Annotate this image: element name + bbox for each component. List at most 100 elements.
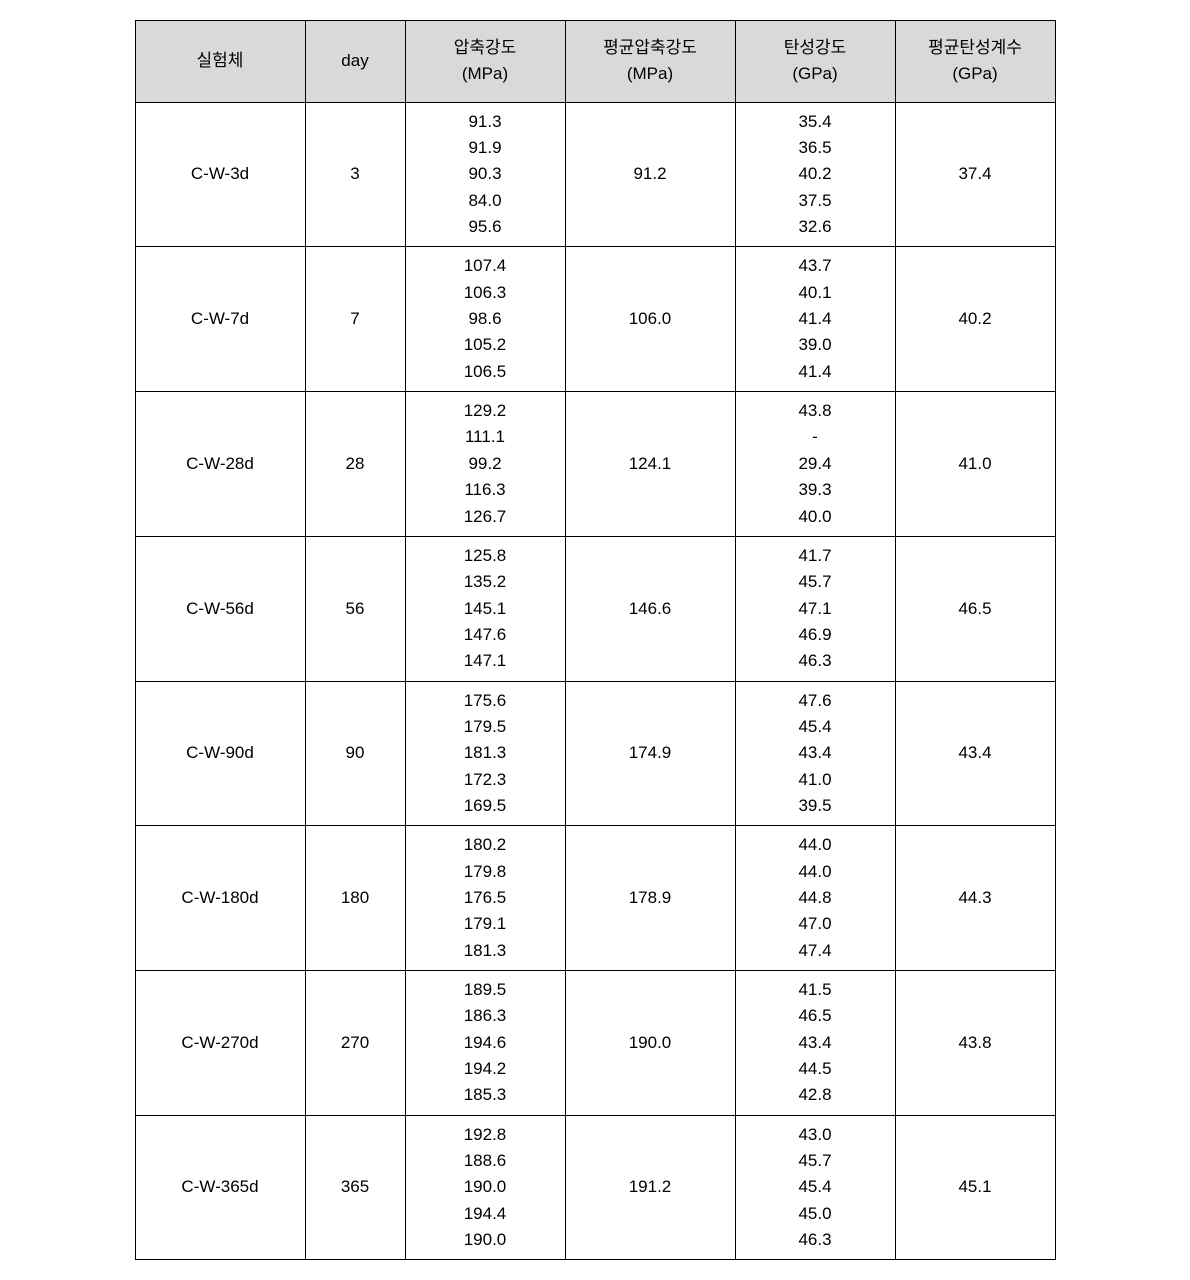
compressive-cell: 125.8135.2145.1147.6147.1 (405, 536, 565, 681)
compressive-value: 90.3 (408, 161, 563, 187)
compressive-avg-cell: 106.0 (565, 247, 735, 392)
elastic-value: 46.3 (738, 1227, 893, 1253)
elastic-value: 29.4 (738, 451, 893, 477)
elastic-cell: 41.546.543.444.542.8 (735, 971, 895, 1116)
col-header-elastic-avg: 평균탄성계수 (GPa) (895, 21, 1055, 103)
elastic-value: 39.3 (738, 477, 893, 503)
day-cell: 3 (305, 102, 405, 247)
elastic-value: 40.2 (738, 161, 893, 187)
elastic-value: 45.4 (738, 1174, 893, 1200)
elastic-value: 39.0 (738, 332, 893, 358)
elastic-value: 44.0 (738, 832, 893, 858)
compressive-value: 179.8 (408, 859, 563, 885)
elastic-value: 44.5 (738, 1056, 893, 1082)
compressive-value: 116.3 (408, 477, 563, 503)
compressive-value: 106.5 (408, 359, 563, 385)
day-cell: 56 (305, 536, 405, 681)
day-cell: 7 (305, 247, 405, 392)
compressive-value: 186.3 (408, 1003, 563, 1029)
elastic-value: 37.5 (738, 188, 893, 214)
elastic-avg-cell: 40.2 (895, 247, 1055, 392)
compressive-value: 105.2 (408, 332, 563, 358)
compressive-value: 84.0 (408, 188, 563, 214)
compressive-value: 190.0 (408, 1227, 563, 1253)
compressive-value: 107.4 (408, 253, 563, 279)
elastic-cell: 43.045.745.445.046.3 (735, 1115, 895, 1260)
table-row: C-W-90d90175.6179.5181.3172.3169.5174.94… (135, 681, 1055, 826)
compressive-value: 194.6 (408, 1030, 563, 1056)
elastic-value: 47.0 (738, 911, 893, 937)
elastic-value: 43.4 (738, 1030, 893, 1056)
elastic-cell: 44.044.044.847.047.4 (735, 826, 895, 971)
elastic-cell: 41.745.747.146.946.3 (735, 536, 895, 681)
compressive-value: 179.5 (408, 714, 563, 740)
compressive-value: 169.5 (408, 793, 563, 819)
col-header-day: day (305, 21, 405, 103)
specimen-cell: C-W-28d (135, 392, 305, 537)
elastic-avg-cell: 43.4 (895, 681, 1055, 826)
elastic-value: 41.4 (738, 306, 893, 332)
compressive-value: 185.3 (408, 1082, 563, 1108)
compressive-value: 135.2 (408, 569, 563, 595)
compressive-cell: 107.4106.398.6105.2106.5 (405, 247, 565, 392)
col-header-elastic: 탄성강도 (GPa) (735, 21, 895, 103)
compressive-value: 125.8 (408, 543, 563, 569)
elastic-value: 41.5 (738, 977, 893, 1003)
elastic-avg-cell: 44.3 (895, 826, 1055, 971)
compressive-cell: 180.2179.8176.5179.1181.3 (405, 826, 565, 971)
table-row: C-W-56d56125.8135.2145.1147.6147.1146.64… (135, 536, 1055, 681)
compressive-cell: 175.6179.5181.3172.3169.5 (405, 681, 565, 826)
elastic-value: 42.8 (738, 1082, 893, 1108)
elastic-value: 46.9 (738, 622, 893, 648)
compressive-cell: 189.5186.3194.6194.2185.3 (405, 971, 565, 1116)
compressive-value: 126.7 (408, 504, 563, 530)
compressive-value: 180.2 (408, 832, 563, 858)
elastic-cell: 35.436.540.237.532.6 (735, 102, 895, 247)
table-head: 실험체 day 압축강도 (MPa) 평균압축강도 (MPa) 탄성강도 (GP… (135, 21, 1055, 103)
compressive-value: 192.8 (408, 1122, 563, 1148)
elastic-value: 44.0 (738, 859, 893, 885)
specimen-cell: C-W-3d (135, 102, 305, 247)
elastic-value: 47.1 (738, 596, 893, 622)
table-row: C-W-270d270189.5186.3194.6194.2185.3190.… (135, 971, 1055, 1116)
elastic-avg-cell: 37.4 (895, 102, 1055, 247)
day-cell: 90 (305, 681, 405, 826)
col-header-specimen: 실험체 (135, 21, 305, 103)
day-cell: 28 (305, 392, 405, 537)
elastic-value: - (738, 424, 893, 450)
elastic-value: 43.8 (738, 398, 893, 424)
compressive-cell: 192.8188.6190.0194.4190.0 (405, 1115, 565, 1260)
elastic-value: 45.4 (738, 714, 893, 740)
compressive-avg-cell: 146.6 (565, 536, 735, 681)
compressive-value: 194.4 (408, 1201, 563, 1227)
elastic-value: 40.0 (738, 504, 893, 530)
compressive-value: 99.2 (408, 451, 563, 477)
day-cell: 365 (305, 1115, 405, 1260)
table-row: C-W-365d365192.8188.6190.0194.4190.0191.… (135, 1115, 1055, 1260)
specimen-cell: C-W-270d (135, 971, 305, 1116)
compressive-value: 98.6 (408, 306, 563, 332)
compressive-value: 194.2 (408, 1056, 563, 1082)
col-header-compressive: 압축강도 (MPa) (405, 21, 565, 103)
table-row: C-W-7d7107.4106.398.6105.2106.5106.043.7… (135, 247, 1055, 392)
elastic-value: 39.5 (738, 793, 893, 819)
compressive-value: 172.3 (408, 767, 563, 793)
specimen-cell: C-W-90d (135, 681, 305, 826)
compressive-value: 147.1 (408, 648, 563, 674)
compressive-value: 129.2 (408, 398, 563, 424)
elastic-value: 44.8 (738, 885, 893, 911)
compressive-value: 176.5 (408, 885, 563, 911)
elastic-value: 46.3 (738, 648, 893, 674)
elastic-value: 41.0 (738, 767, 893, 793)
elastic-value: 45.0 (738, 1201, 893, 1227)
compressive-value: 91.3 (408, 109, 563, 135)
elastic-cell: 47.645.443.441.039.5 (735, 681, 895, 826)
table-row: C-W-3d391.391.990.384.095.691.235.436.54… (135, 102, 1055, 247)
compressive-avg-cell: 91.2 (565, 102, 735, 247)
col-header-compressive-avg: 평균압축강도 (MPa) (565, 21, 735, 103)
compressive-avg-cell: 190.0 (565, 971, 735, 1116)
compressive-avg-cell: 124.1 (565, 392, 735, 537)
elastic-value: 43.7 (738, 253, 893, 279)
elastic-value: 45.7 (738, 1148, 893, 1174)
compressive-avg-cell: 178.9 (565, 826, 735, 971)
